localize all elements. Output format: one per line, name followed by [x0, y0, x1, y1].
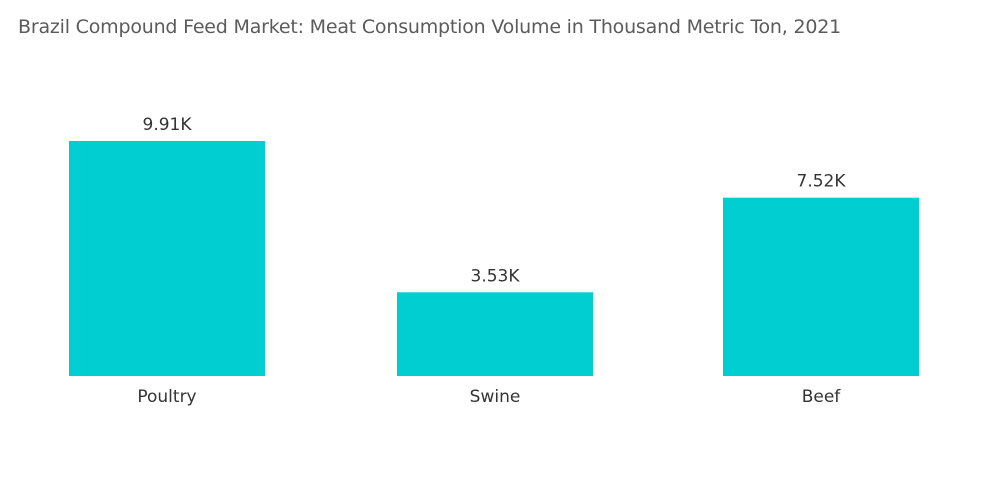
x-axis-tick-labels: Poultry Swine Beef	[137, 387, 841, 407]
tick-label-beef: Beef	[802, 387, 842, 407]
bars-group	[69, 141, 919, 376]
data-label-swine: 3.53K	[471, 266, 521, 286]
data-label-poultry: 9.91K	[143, 115, 193, 135]
tick-label-poultry: Poultry	[137, 387, 196, 407]
data-labels-group: 9.91K 3.53K 7.52K	[143, 115, 847, 286]
tick-label-swine: Swine	[470, 387, 521, 407]
chart-title: Brazil Compound Feed Market: Meat Consum…	[18, 16, 841, 38]
data-label-beef: 7.52K	[797, 172, 847, 192]
bar-swine	[397, 292, 593, 376]
bar-poultry	[69, 141, 265, 376]
bar-beef	[723, 197, 919, 376]
